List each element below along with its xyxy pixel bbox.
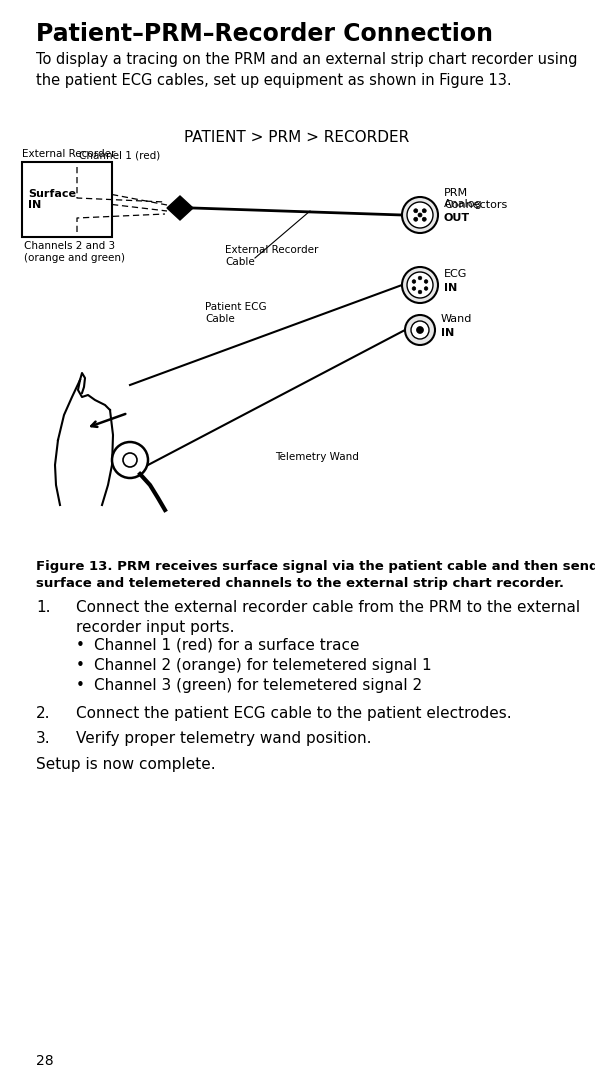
Text: •: • bbox=[76, 658, 85, 673]
Circle shape bbox=[407, 272, 433, 298]
Text: Channel 2 (orange) for telemetered signal 1: Channel 2 (orange) for telemetered signa… bbox=[94, 658, 431, 673]
Text: External Recorder
Cable: External Recorder Cable bbox=[225, 245, 318, 268]
Text: Setup is now complete.: Setup is now complete. bbox=[36, 757, 215, 772]
Circle shape bbox=[402, 197, 438, 233]
Text: 3.: 3. bbox=[36, 731, 51, 746]
Circle shape bbox=[402, 268, 438, 303]
Text: Patient–PRM–Recorder Connection: Patient–PRM–Recorder Connection bbox=[36, 22, 493, 45]
Text: •: • bbox=[76, 678, 85, 693]
Text: To display a tracing on the PRM and an external strip chart recorder using
the p: To display a tracing on the PRM and an e… bbox=[36, 52, 578, 88]
Circle shape bbox=[418, 213, 422, 217]
Text: Channel 1 (red): Channel 1 (red) bbox=[79, 151, 160, 160]
Circle shape bbox=[418, 276, 422, 279]
Text: Connect the external recorder cable from the PRM to the external
recorder input : Connect the external recorder cable from… bbox=[76, 600, 580, 636]
Text: PATIENT > PRM > RECORDER: PATIENT > PRM > RECORDER bbox=[184, 130, 409, 145]
Circle shape bbox=[411, 321, 429, 339]
Text: 2.: 2. bbox=[36, 706, 51, 721]
Circle shape bbox=[422, 209, 426, 212]
Text: PRM
Connectors: PRM Connectors bbox=[444, 188, 508, 210]
Circle shape bbox=[112, 442, 148, 478]
Circle shape bbox=[424, 279, 428, 284]
Text: Channel 3 (green) for telemetered signal 2: Channel 3 (green) for telemetered signal… bbox=[94, 678, 422, 693]
Text: OUT: OUT bbox=[444, 213, 470, 223]
Circle shape bbox=[414, 209, 418, 212]
Text: Figure 13. PRM receives surface signal via the patient cable and then sends
surf: Figure 13. PRM receives surface signal v… bbox=[36, 560, 595, 589]
Bar bbox=[22, 162, 112, 237]
Circle shape bbox=[407, 203, 433, 229]
Circle shape bbox=[416, 326, 424, 334]
Text: Channel 1 (red) for a surface trace: Channel 1 (red) for a surface trace bbox=[94, 638, 359, 653]
Circle shape bbox=[422, 218, 426, 221]
Text: Patient ECG
Cable: Patient ECG Cable bbox=[205, 302, 267, 325]
Text: Channels 2 and 3
(orange and green): Channels 2 and 3 (orange and green) bbox=[24, 242, 125, 263]
Text: •: • bbox=[76, 638, 85, 653]
Text: IN: IN bbox=[441, 328, 454, 338]
Text: Analog: Analog bbox=[444, 199, 483, 209]
Circle shape bbox=[414, 218, 418, 221]
Circle shape bbox=[412, 279, 416, 284]
Circle shape bbox=[405, 315, 435, 345]
Text: IN: IN bbox=[444, 283, 457, 293]
Text: Connect the patient ECG cable to the patient electrodes.: Connect the patient ECG cable to the pat… bbox=[76, 706, 512, 721]
Text: 28: 28 bbox=[36, 1054, 54, 1068]
Text: Surface
IN: Surface IN bbox=[28, 188, 76, 210]
Text: Verify proper telemetry wand position.: Verify proper telemetry wand position. bbox=[76, 731, 371, 746]
Text: ECG: ECG bbox=[444, 269, 468, 279]
Text: Wand: Wand bbox=[441, 314, 472, 324]
Polygon shape bbox=[167, 196, 193, 220]
Circle shape bbox=[418, 290, 422, 293]
Circle shape bbox=[412, 287, 416, 290]
Text: 1.: 1. bbox=[36, 600, 51, 615]
Text: External Recorder: External Recorder bbox=[22, 149, 115, 159]
Text: Telemetry Wand: Telemetry Wand bbox=[275, 452, 359, 462]
Circle shape bbox=[123, 453, 137, 467]
Circle shape bbox=[424, 287, 428, 290]
